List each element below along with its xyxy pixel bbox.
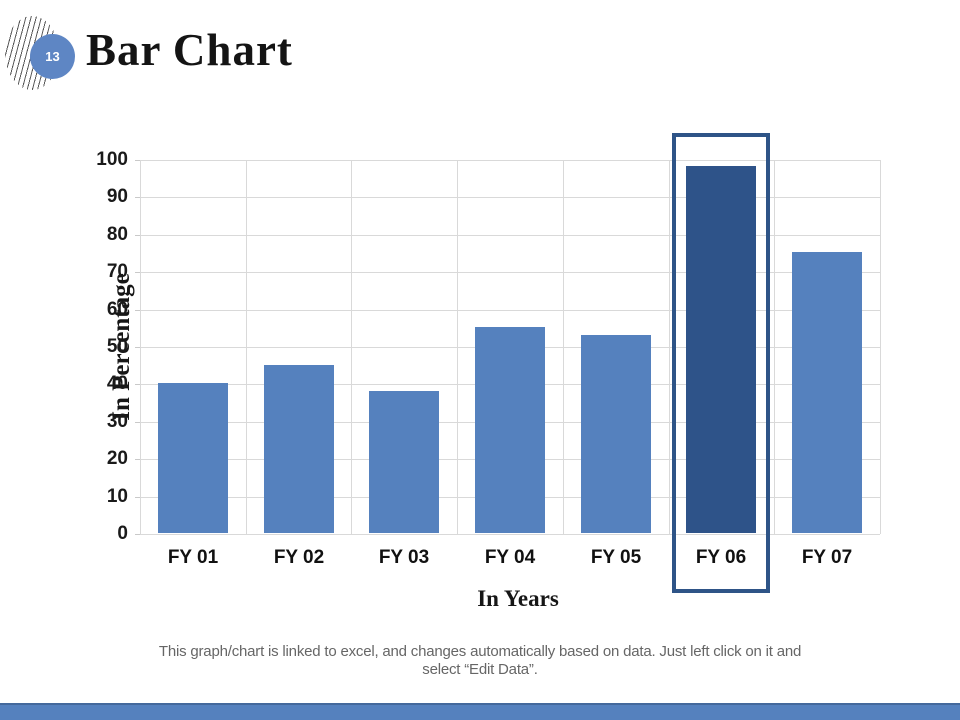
- y-tick-label: 40: [106, 373, 128, 394]
- gridline: [563, 160, 564, 534]
- axis-tick: [135, 160, 140, 161]
- y-tick-label: 80: [106, 224, 128, 245]
- gridline: [140, 534, 880, 535]
- slide-number-badge: 13: [30, 34, 75, 79]
- x-tick-label: FY 02: [273, 547, 325, 568]
- gridline: [140, 272, 880, 273]
- axis-tick: [135, 497, 140, 498]
- bottom-accent-bar: [0, 703, 960, 720]
- x-tick-label: FY 06: [695, 547, 747, 568]
- x-axis-title: In Years: [477, 586, 559, 611]
- gridline: [774, 160, 775, 534]
- footer-line-2: select “Edit Data”.: [422, 661, 538, 678]
- gridline: [880, 160, 881, 534]
- x-tick-label: FY 01: [167, 547, 219, 568]
- axis-tick: [135, 272, 140, 273]
- axis-tick: [135, 534, 140, 535]
- x-tick-label: FY 07: [801, 547, 853, 568]
- x-tick-label: FY 03: [378, 547, 430, 568]
- axis-tick: [135, 235, 140, 236]
- y-tick-label: 100: [96, 149, 128, 170]
- bar-fy-03[interactable]: [369, 391, 439, 533]
- bar-fy-01[interactable]: [158, 383, 228, 533]
- gridline: [457, 160, 458, 534]
- y-tick-label: 60: [106, 299, 128, 320]
- bar-fy-07[interactable]: [792, 252, 862, 533]
- y-tick-label: 10: [106, 486, 128, 507]
- x-tick-label: FY 05: [590, 547, 642, 568]
- gridline: [140, 310, 880, 311]
- gridline: [246, 160, 247, 534]
- y-tick-label: 0: [117, 523, 128, 544]
- y-tick-label: 30: [106, 411, 128, 432]
- y-tick-label: 70: [106, 261, 128, 282]
- axis-tick: [135, 310, 140, 311]
- axis-tick: [135, 384, 140, 385]
- footer-note: This graph/chart is linked to excel, and…: [100, 643, 860, 679]
- highlight-box: [672, 133, 770, 593]
- bar-fy-04[interactable]: [475, 327, 545, 533]
- bar-fy-02[interactable]: [264, 365, 334, 533]
- gridline: [140, 197, 880, 198]
- axis-tick: [135, 347, 140, 348]
- gridline: [140, 160, 141, 534]
- gridline: [140, 235, 880, 236]
- axis-tick: [135, 459, 140, 460]
- gridline: [351, 160, 352, 534]
- slide-title: Bar Chart: [86, 25, 293, 75]
- y-tick-label: 20: [106, 448, 128, 469]
- y-tick-label: 90: [106, 186, 128, 207]
- plot-area[interactable]: [135, 160, 881, 535]
- gridline: [669, 160, 670, 534]
- bar-fy-05[interactable]: [581, 335, 651, 533]
- axis-tick: [135, 422, 140, 423]
- x-tick-label: FY 04: [484, 547, 536, 568]
- footer-line-1: This graph/chart is linked to excel, and…: [158, 643, 802, 660]
- y-tick-label: 50: [106, 336, 128, 357]
- axis-tick: [135, 197, 140, 198]
- gridline: [140, 160, 880, 161]
- bar-fy-06[interactable]: [686, 166, 756, 533]
- slide-number: 13: [45, 49, 60, 64]
